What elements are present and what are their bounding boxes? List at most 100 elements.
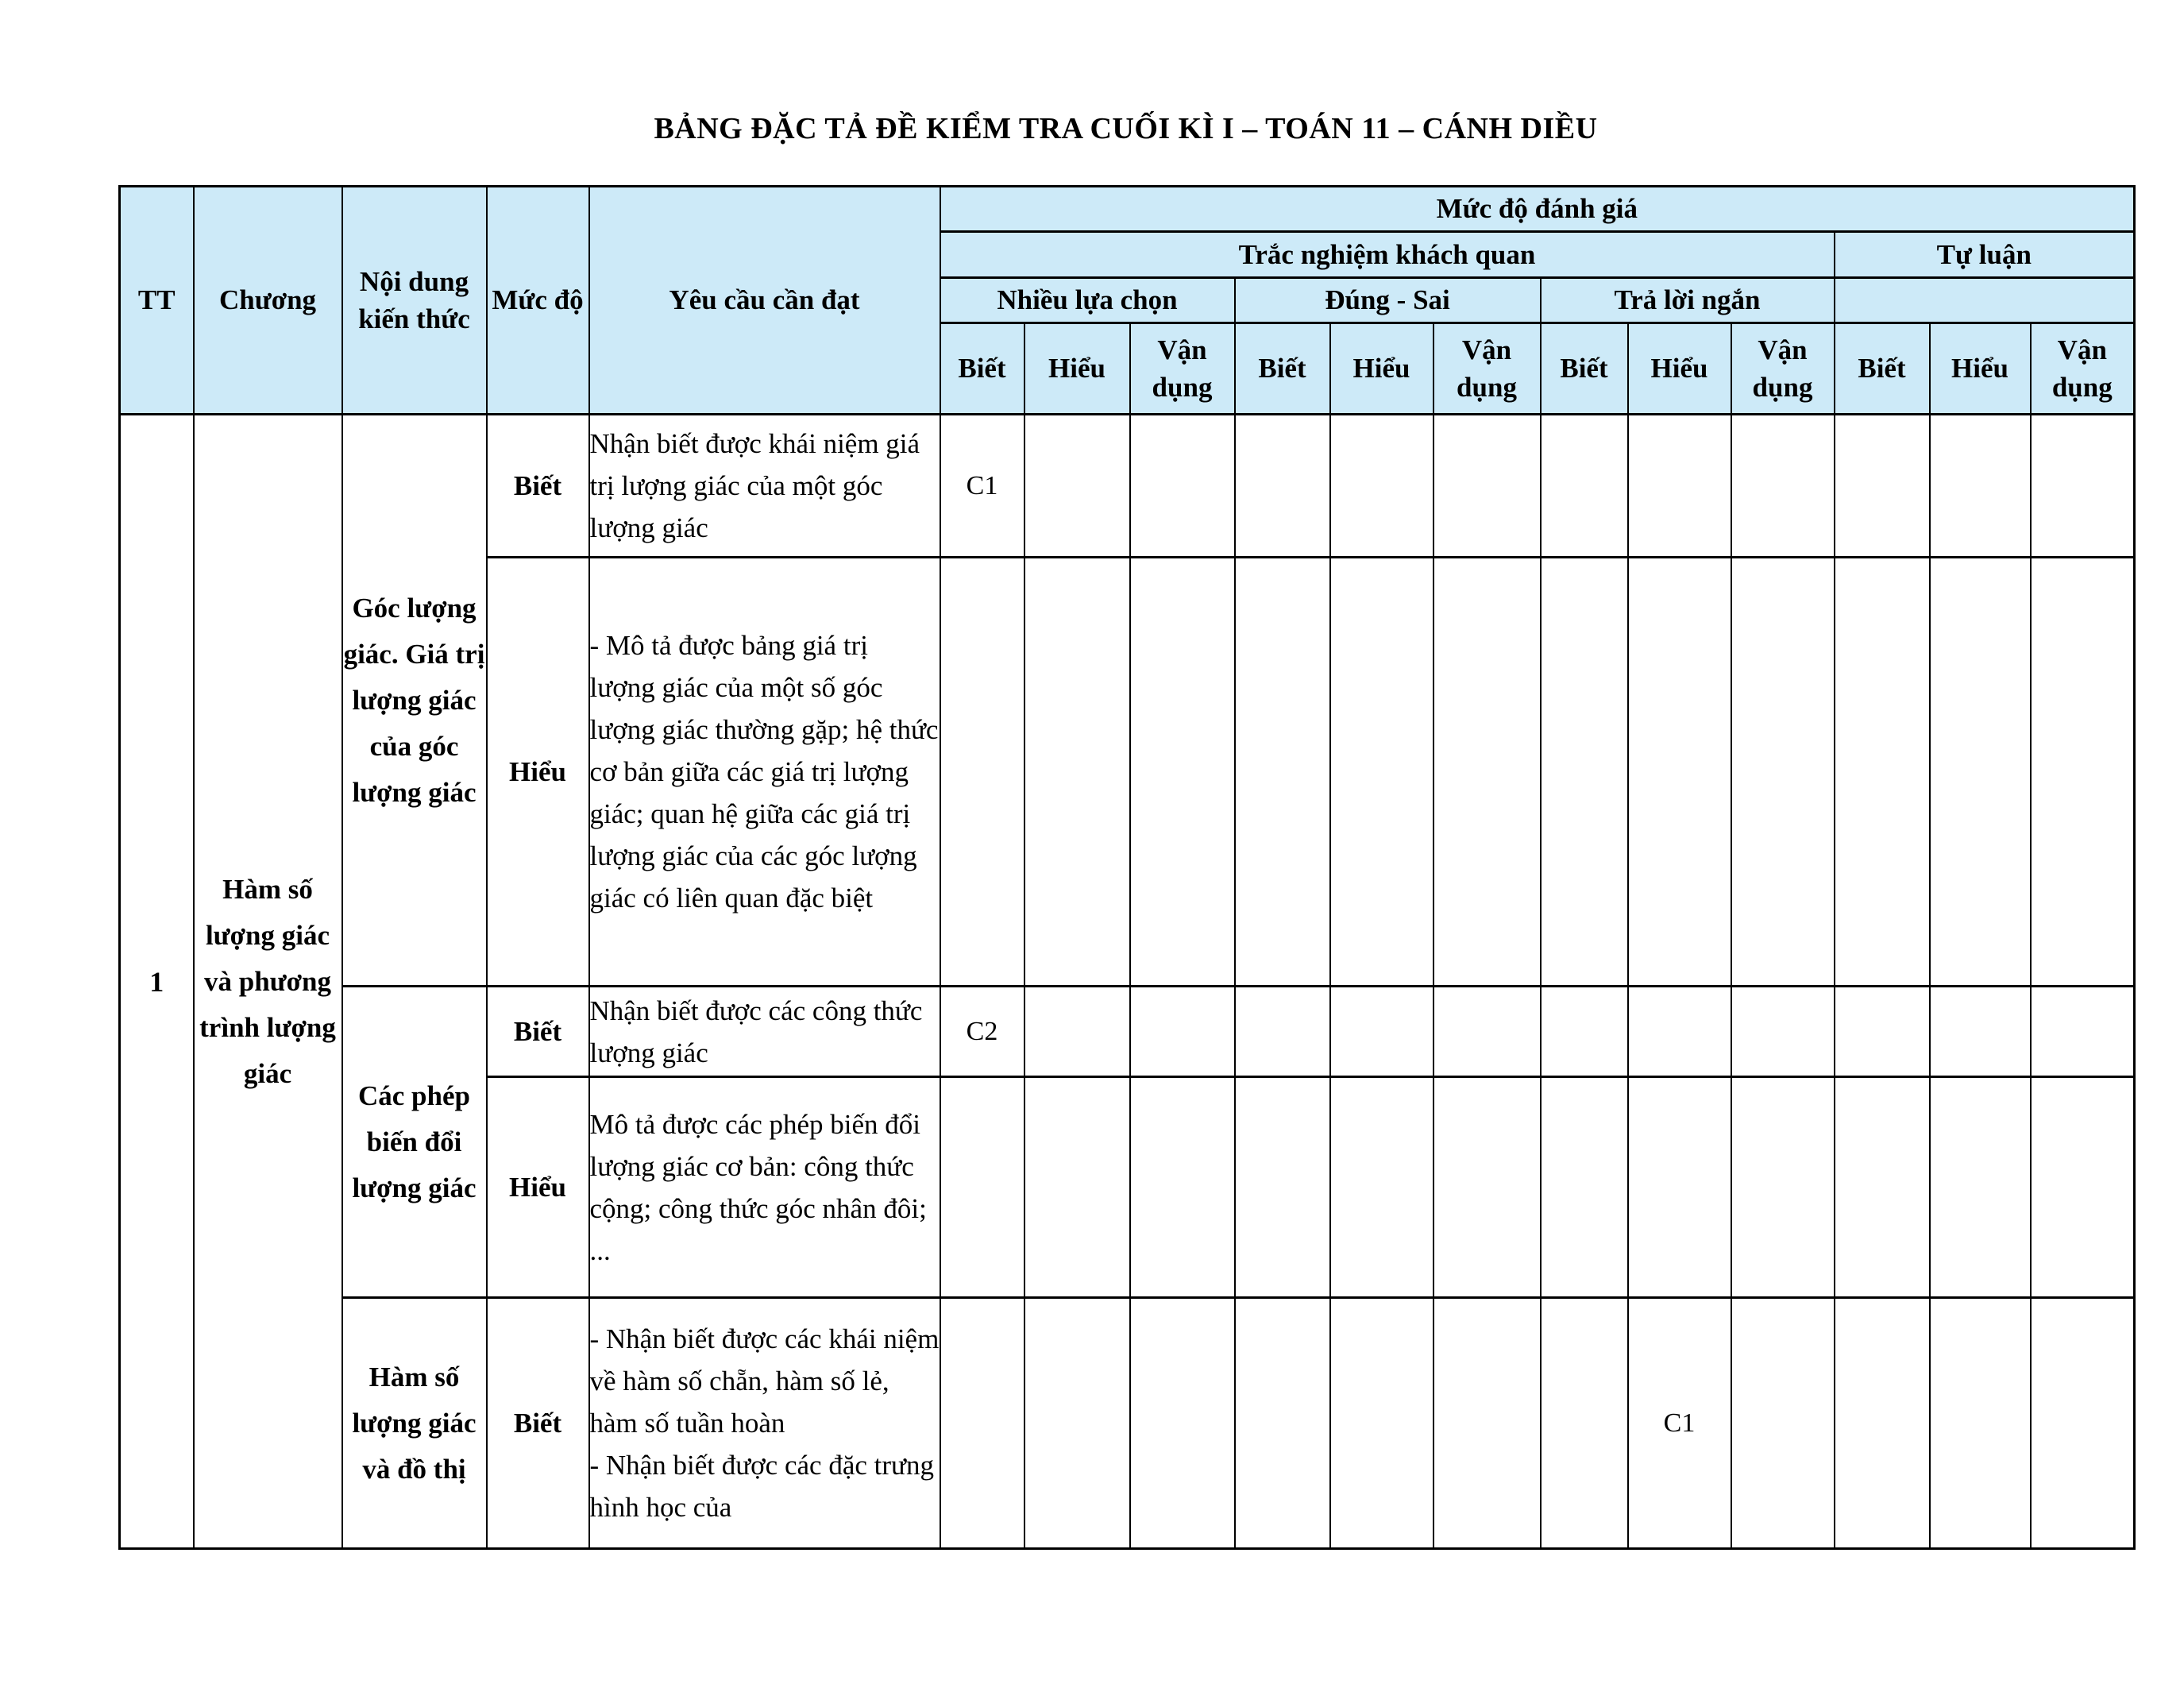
score-cell bbox=[1129, 556, 1236, 987]
score-cell bbox=[1023, 556, 1131, 987]
score-cell bbox=[1233, 413, 1331, 558]
level-header-van-dung-2: Vận dụng bbox=[1432, 322, 1542, 415]
requirement-text: Nhận biết được các công thức lượng giác bbox=[588, 985, 941, 1078]
score-cell bbox=[1432, 985, 1542, 1078]
score-cell bbox=[1626, 413, 1732, 558]
document-title: BẢNG ĐẶC TẢ ĐỀ KIỂM TRA CUỐI KÌ I – TOÁN… bbox=[654, 112, 1598, 145]
level-header-hieu-2: Hiểu bbox=[1329, 322, 1434, 415]
group-header-nhieu-lua-chon: Nhiều lựa chọn bbox=[939, 276, 1236, 324]
requirement-text: - Nhận biết được các khái niệm về hàm số… bbox=[588, 1296, 941, 1550]
score-cell bbox=[1233, 985, 1331, 1078]
score-cell bbox=[1432, 1076, 1542, 1299]
score-cell bbox=[1626, 985, 1732, 1078]
score-cell bbox=[1928, 413, 2032, 558]
level-header-van-dung-4: Vận dụng bbox=[2029, 322, 2136, 415]
table-row: Hàm số lượng giác và đồ thị Biết - Nhận … bbox=[120, 1296, 2136, 1550]
level-label: Hiểu bbox=[485, 556, 590, 987]
group-header-tra-loi-ngan: Trả lời ngắn bbox=[1539, 276, 1835, 324]
score-cell bbox=[1539, 1296, 1629, 1550]
score-cell: C1 bbox=[939, 413, 1025, 558]
score-cell bbox=[2029, 413, 2136, 558]
score-cell bbox=[1432, 413, 1542, 558]
score-cell bbox=[1928, 556, 2032, 987]
score-cell bbox=[1233, 1076, 1331, 1299]
level-header-van-dung-1: Vận dụng bbox=[1129, 322, 1236, 415]
level-header-biet-2: Biết bbox=[1233, 322, 1331, 415]
topic-goc-luong-giac: Góc lượng giác. Giá trị lượng giác của g… bbox=[341, 413, 488, 987]
score-cell bbox=[1730, 985, 1835, 1078]
table-row: Hiểu - Mô tả được bảng giá trị lượng giá… bbox=[120, 556, 2136, 987]
col-header-tt: TT bbox=[118, 185, 195, 415]
group-header-dung-sai: Đúng - Sai bbox=[1233, 276, 1542, 324]
level-label: Biết bbox=[485, 985, 590, 1078]
score-cell bbox=[1129, 1296, 1236, 1550]
score-cell bbox=[1129, 413, 1236, 558]
requirement-text: Mô tả được các phép biến đổi lượng giác … bbox=[588, 1076, 941, 1299]
col-header-chuong: Chương bbox=[192, 185, 343, 415]
tt-value: 1 bbox=[118, 413, 195, 1550]
score-cell bbox=[1626, 556, 1732, 987]
score-cell bbox=[939, 1076, 1025, 1299]
score-cell bbox=[1730, 556, 1835, 987]
score-cell bbox=[2029, 985, 2136, 1078]
score-cell bbox=[1023, 1076, 1131, 1299]
score-cell bbox=[1928, 1076, 2032, 1299]
score-cell bbox=[1329, 1296, 1434, 1550]
level-header-hieu-1: Hiểu bbox=[1023, 322, 1131, 415]
score-cell bbox=[1539, 1076, 1629, 1299]
header-muc-do-danh-gia: Mức độ đánh giá bbox=[939, 185, 2136, 233]
table-row: Hiểu Mô tả được các phép biến đổi lượng … bbox=[120, 1076, 2136, 1299]
score-cell bbox=[1432, 556, 1542, 987]
score-cell bbox=[1129, 985, 1236, 1078]
score-cell bbox=[939, 1296, 1025, 1550]
score-cell bbox=[1329, 556, 1434, 987]
score-cell bbox=[1626, 1076, 1732, 1299]
score-cell bbox=[1539, 556, 1629, 987]
level-header-hieu-3: Hiểu bbox=[1626, 322, 1732, 415]
score-cell bbox=[1023, 985, 1131, 1078]
score-cell: C2 bbox=[939, 985, 1025, 1078]
score-cell bbox=[2029, 1076, 2136, 1299]
level-header-van-dung-3: Vận dụng bbox=[1730, 322, 1835, 415]
col-header-noi-dung: Nội dung kiến thức bbox=[341, 185, 488, 415]
score-cell bbox=[1833, 1296, 1931, 1550]
score-cell bbox=[1833, 413, 1931, 558]
header-tu-luan: Tự luận bbox=[1833, 230, 2136, 279]
score-cell bbox=[1329, 1076, 1434, 1299]
level-label: Biết bbox=[485, 1296, 590, 1550]
score-cell bbox=[1432, 1296, 1542, 1550]
spec-table: TT Chương Nội dung kiến thức Mức độ Yêu … bbox=[118, 185, 2136, 1550]
score-cell bbox=[1539, 413, 1629, 558]
level-header-biet-1: Biết bbox=[939, 322, 1025, 415]
score-cell bbox=[1928, 985, 2032, 1078]
score-cell bbox=[1233, 556, 1331, 987]
col-header-muc-do: Mức độ bbox=[485, 185, 590, 415]
topic-phep-bien-doi: Các phép biến đổi lượng giác bbox=[341, 985, 488, 1299]
score-cell bbox=[1129, 1076, 1236, 1299]
level-header-hieu-4: Hiểu bbox=[1928, 322, 2032, 415]
score-cell: C1 bbox=[1626, 1296, 1732, 1550]
score-cell bbox=[1833, 985, 1931, 1078]
chapter-name: Hàm số lượng giác và phương trình lượng … bbox=[192, 413, 343, 1550]
score-cell bbox=[1023, 413, 1131, 558]
score-cell bbox=[1329, 985, 1434, 1078]
topic-ham-so-do-thi: Hàm số lượng giác và đồ thị bbox=[341, 1296, 488, 1550]
requirement-text: Nhận biết được khái niệm giá trị lượng g… bbox=[588, 413, 941, 558]
group-header-tu-luan-spacer bbox=[1833, 276, 2136, 324]
score-cell bbox=[2029, 1296, 2136, 1550]
score-cell bbox=[1730, 413, 1835, 558]
table-row: Các phép biến đổi lượng giác Biết Nhận b… bbox=[120, 985, 2136, 1299]
score-cell bbox=[1928, 1296, 2032, 1550]
header-trac-nghiem-khach-quan: Trắc nghiệm khách quan bbox=[939, 230, 1835, 279]
score-cell bbox=[1730, 1296, 1835, 1550]
score-cell bbox=[1329, 413, 1434, 558]
level-header-biet-4: Biết bbox=[1833, 322, 1931, 415]
requirement-text: - Mô tả được bảng giá trị lượng giác của… bbox=[588, 556, 941, 987]
score-cell bbox=[1233, 1296, 1331, 1550]
score-cell bbox=[1539, 985, 1629, 1078]
table-row: 1 Hàm số lượng giác và phương trình lượn… bbox=[118, 413, 2136, 1550]
score-cell bbox=[939, 556, 1025, 987]
level-label: Biết bbox=[485, 413, 590, 558]
col-header-yeu-cau: Yêu cầu cần đạt bbox=[588, 185, 941, 415]
